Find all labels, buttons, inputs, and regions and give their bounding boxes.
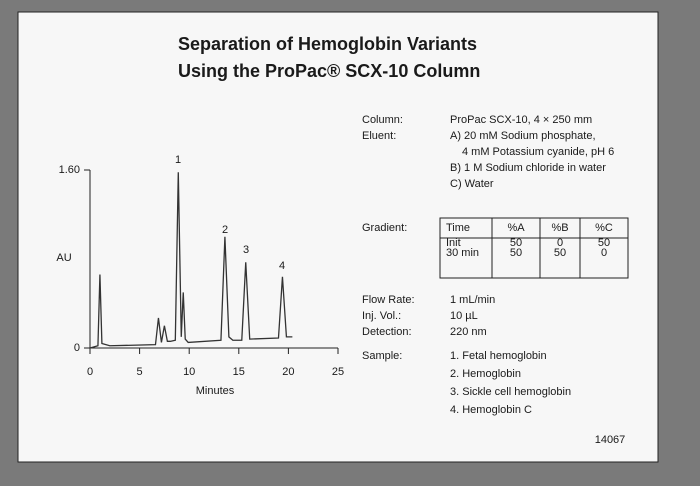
x-tick-label: 10	[183, 366, 195, 378]
title-line: Separation of Hemoglobin Variants	[178, 34, 477, 54]
title-line: Using the ProPac® SCX-10 Column	[178, 61, 480, 81]
peak-label: 4	[279, 260, 285, 272]
condition-label: Inj. Vol.:	[362, 310, 401, 322]
condition-label: Detection:	[362, 326, 412, 338]
table-cell: 0	[601, 247, 607, 259]
peak-label: 3	[243, 244, 249, 256]
x-tick-label: 20	[282, 366, 294, 378]
table-cell: Time	[446, 222, 470, 234]
y-axis-label: AU	[56, 252, 71, 264]
condition-value: 220 nm	[450, 326, 487, 338]
condition-label: Column:	[362, 114, 403, 126]
condition-label: Flow Rate:	[362, 294, 415, 306]
table-cell: 30 min	[446, 247, 479, 259]
condition-label: Sample:	[362, 350, 402, 362]
condition-value: 1 mL/min	[450, 294, 495, 306]
figure-panel	[17, 11, 659, 463]
condition-value: ProPac SCX-10, 4 × 250 mm	[450, 114, 592, 126]
condition-value: B) 1 M Sodium chloride in water	[450, 162, 606, 174]
table-cell: 50	[598, 237, 610, 249]
x-axis-label: Minutes	[196, 385, 235, 397]
condition-value: 4 mM Potassium cyanide, pH 6	[462, 146, 614, 158]
x-tick-label: 5	[137, 366, 143, 378]
x-tick-label: 25	[332, 366, 344, 378]
chromatogram-line	[89, 172, 293, 349]
table-cell: 0	[557, 237, 563, 249]
condition-value: 3. Sickle cell hemoglobin	[450, 386, 571, 398]
table-cell: 50	[554, 247, 566, 259]
gradient-table	[439, 217, 629, 279]
y-tick-label: 1.60	[59, 164, 80, 176]
x-tick-label: 0	[87, 366, 93, 378]
table-cell: 50	[510, 237, 522, 249]
peak-label: 1	[175, 154, 181, 166]
condition-value: 4. Hemoglobin C	[450, 404, 532, 416]
table-cell: Init	[446, 237, 461, 249]
peak-label: 2	[222, 224, 228, 236]
condition-value: C) Water	[450, 178, 494, 190]
x-tick-label: 15	[233, 366, 245, 378]
y-tick-label: 0	[74, 342, 80, 354]
condition-value: A) 20 mM Sodium phosphate,	[450, 130, 596, 142]
table-cell: %A	[507, 222, 525, 234]
condition-value: 10 µL	[450, 310, 478, 322]
table-cell: %C	[595, 222, 613, 234]
condition-value: 2. Hemoglobin	[450, 368, 521, 380]
table-cell: %B	[551, 222, 568, 234]
table-cell: 50	[510, 247, 522, 259]
figure-number: 14067	[595, 434, 626, 446]
condition-value: 1. Fetal hemoglobin	[450, 350, 547, 362]
condition-label: Eluent:	[362, 130, 396, 142]
condition-label: Gradient:	[362, 222, 407, 234]
